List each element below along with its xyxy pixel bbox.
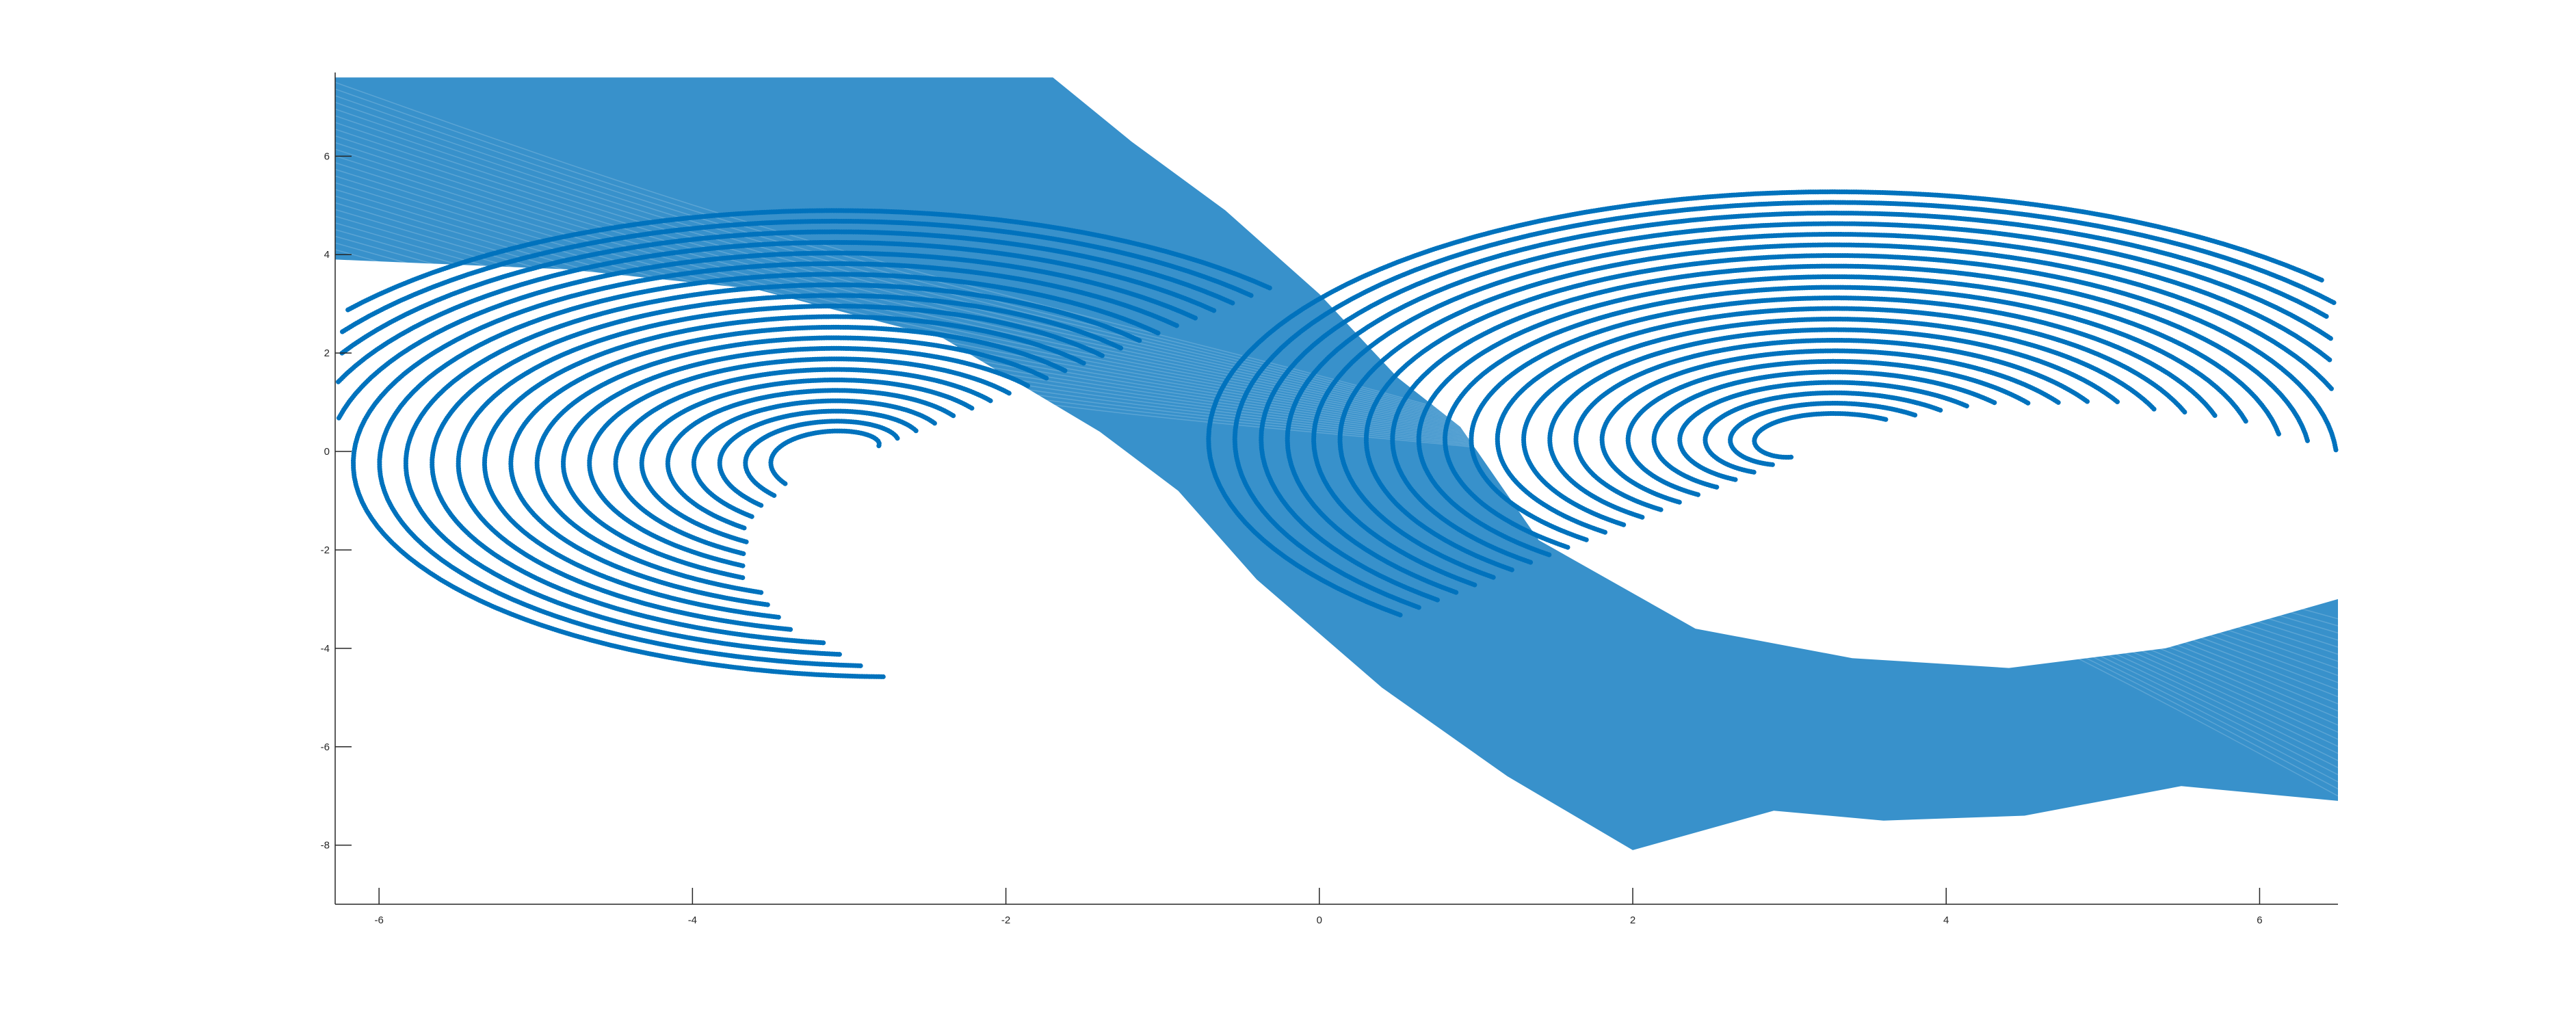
spiral-trajectory [430, 293, 1124, 646]
y-tick-label: -2 [321, 544, 330, 556]
spiral-trajectory [1703, 390, 1943, 475]
spiral-trajectory [508, 324, 1068, 607]
band-flow-line [334, 182, 2339, 691]
band-flow-line [334, 195, 2339, 676]
band-flow-line [334, 235, 2339, 634]
spiral-trajectory [1442, 285, 2248, 550]
trajectory-band-fill [335, 77, 2338, 850]
band-flow-line [334, 209, 2339, 662]
spiral-trajectory [339, 229, 1235, 356]
spiral-trajectory [768, 428, 882, 487]
spiral-trajectory [1285, 221, 2334, 595]
spiral-trajectory [336, 250, 1198, 421]
y-tick-label: -8 [321, 840, 330, 852]
x-tick-label: -6 [374, 915, 383, 926]
y-tick-label: -4 [321, 643, 330, 655]
spiral-trajectory [345, 208, 1272, 313]
axes: -6 -4 -2 0 2 4 6 -8 -6 -4 -2 0 2 4 6 [321, 73, 2338, 926]
y-tick-label: 6 [324, 150, 330, 162]
band-flow-line [334, 222, 2339, 648]
spiral-trajectory [1728, 400, 1918, 467]
band-flow-line [334, 129, 2339, 747]
spiral-trajectory [1547, 327, 2121, 520]
y-tick-label: 0 [324, 446, 330, 458]
x-tick-label: -4 [688, 915, 697, 926]
band-flow-line [334, 242, 2339, 627]
spiral-trajectory [1677, 380, 1970, 482]
spiral-trajectory [1390, 263, 2311, 565]
spiral-trajectory [1599, 348, 2061, 505]
x-tick-label: 2 [1630, 915, 1635, 926]
trajectory-band [334, 77, 2339, 850]
y-tick-label: 4 [324, 249, 330, 261]
spiral-trajectory [350, 261, 1179, 679]
y-tick-label: -6 [321, 741, 330, 753]
y-axis-ticks: -8 -6 -4 -2 0 2 4 6 [321, 150, 352, 852]
band-flow-line [334, 142, 2339, 733]
spiral-trajectory [691, 398, 937, 520]
spiral-trajectory [665, 388, 956, 531]
spiral-trajectory [1573, 338, 2091, 512]
spiral-trajectory [717, 408, 919, 509]
spiral-trajectory [639, 378, 975, 544]
spiral-trajectory [336, 239, 1217, 384]
band-flow-line [334, 155, 2339, 719]
band-flow-line [334, 168, 2339, 705]
spiral-trajectory [482, 314, 1086, 620]
spiral-trajectory [1521, 316, 2157, 527]
x-axis-ticks: -6 -4 -2 0 2 4 6 [374, 888, 2263, 926]
spiral-trajectory [456, 303, 1105, 632]
spiral-trajectory [1651, 369, 1997, 490]
spiral-trajectory [1337, 242, 2334, 580]
spiral-trajectory [403, 282, 1142, 657]
spiral-trajectory [340, 218, 1254, 334]
spiral-trajectory [1259, 210, 2330, 603]
band-flow-line [334, 101, 2339, 776]
spiral-trajectory [1311, 231, 2332, 588]
spiral-trajectories [336, 189, 2339, 679]
spiral-trajectory [1495, 306, 2188, 535]
spiral-trajectory [560, 345, 1030, 581]
spiral-trajectory [743, 419, 900, 499]
x-tick-label: 6 [2257, 915, 2262, 926]
spiral-trajectory [1232, 200, 2337, 610]
spiral-trajectory [1469, 295, 2218, 542]
x-tick-label: 0 [1317, 915, 1322, 926]
y-tick-label: 2 [324, 347, 330, 359]
spiral-trajectory [1752, 410, 1889, 460]
spiral-trajectory [377, 272, 1161, 668]
spiral-trajectory [613, 367, 993, 556]
spiral-trajectory [534, 335, 1049, 595]
band-flow-line [334, 115, 2339, 761]
spiral-trajectory [1416, 274, 2282, 557]
x-tick-label: 4 [1943, 915, 1949, 926]
band-flow-line [334, 249, 2339, 620]
band-flow-line [334, 95, 2339, 782]
spiral-trajectory [587, 356, 1012, 568]
spiral-trajectory [1206, 189, 2325, 618]
spiral-trajectory [1363, 253, 2339, 573]
x-tick-label: -2 [1001, 915, 1010, 926]
spiral-trajectory [1625, 358, 2032, 497]
